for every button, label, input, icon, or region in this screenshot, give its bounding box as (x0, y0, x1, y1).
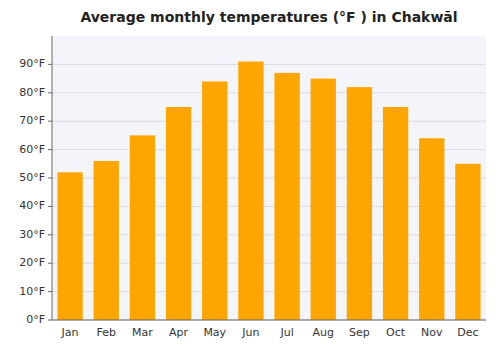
bar (238, 62, 263, 320)
bar (166, 107, 191, 320)
bar (202, 81, 227, 320)
chart-container: 0°F 10°F 20°F 30°F 40°F 50°F 60°F 70°F 80°F 90°F J… (0, 0, 500, 350)
x-tick-label: Mar (132, 326, 153, 339)
x-tick-label: Feb (97, 326, 116, 339)
bar (455, 164, 480, 320)
chart-svg: 0°F 10°F 20°F 30°F 40°F 50°F 60°F 70°F 80°F 90°F J… (0, 0, 500, 350)
plot-background (52, 36, 486, 320)
x-tick-label: Nov (421, 326, 443, 339)
y-tick (48, 206, 52, 207)
y-tick-label: 10°F (19, 285, 45, 298)
bar (94, 161, 119, 320)
y-tick-label: 80°F (19, 86, 45, 99)
chart-title: Average monthly temperatures (°F ) in Ch… (80, 9, 457, 25)
y-tick-label: 30°F (19, 228, 45, 241)
bars (57, 62, 480, 320)
y-tick (48, 263, 52, 264)
x-tick-label: Apr (169, 326, 189, 339)
y-tick (48, 291, 52, 292)
bar (274, 73, 299, 320)
x-axis-ticks: Jan Feb Mar Apr May Jun Jul Aug Sep Oct Nov Dec (61, 326, 479, 339)
bar (57, 172, 82, 320)
y-tick-label: 20°F (19, 256, 45, 269)
y-tick (48, 149, 52, 150)
grid (52, 64, 486, 320)
y-tick (48, 178, 52, 179)
y-tick-label: 50°F (19, 171, 45, 184)
y-tick-label: 70°F (19, 114, 45, 127)
x-tick-label: Aug (313, 326, 334, 339)
y-tick-label: 60°F (19, 143, 45, 156)
x-tick-label: Jan (61, 326, 79, 339)
bar (311, 79, 336, 320)
bar (383, 107, 408, 320)
grid-line (52, 64, 486, 65)
x-tick-label: Dec (457, 326, 478, 339)
grid-line (52, 92, 486, 93)
x-tick-label: Sep (349, 326, 370, 339)
x-axis-line (52, 320, 486, 321)
y-tick (48, 121, 52, 122)
y-axis-line (52, 36, 53, 320)
x-tick-label: Jun (241, 326, 259, 339)
y-tick-label: 90°F (19, 57, 45, 70)
y-axis-ticks: 0°F 10°F 20°F 30°F 40°F 50°F 60°F 70°F 80°F 90°F (19, 57, 52, 326)
y-tick (48, 64, 52, 65)
y-tick (48, 234, 52, 235)
y-tick (48, 92, 52, 93)
x-tick-label: Oct (386, 326, 406, 339)
grid-line (52, 121, 486, 122)
x-tick-label: Jul (279, 326, 293, 339)
y-tick-label: 0°F (26, 313, 45, 326)
grid-line (52, 320, 486, 321)
bar (347, 87, 372, 320)
x-tick-label: May (203, 326, 226, 339)
y-tick (48, 320, 52, 321)
y-tick-label: 40°F (19, 199, 45, 212)
bar (130, 135, 155, 320)
bar (419, 138, 444, 320)
